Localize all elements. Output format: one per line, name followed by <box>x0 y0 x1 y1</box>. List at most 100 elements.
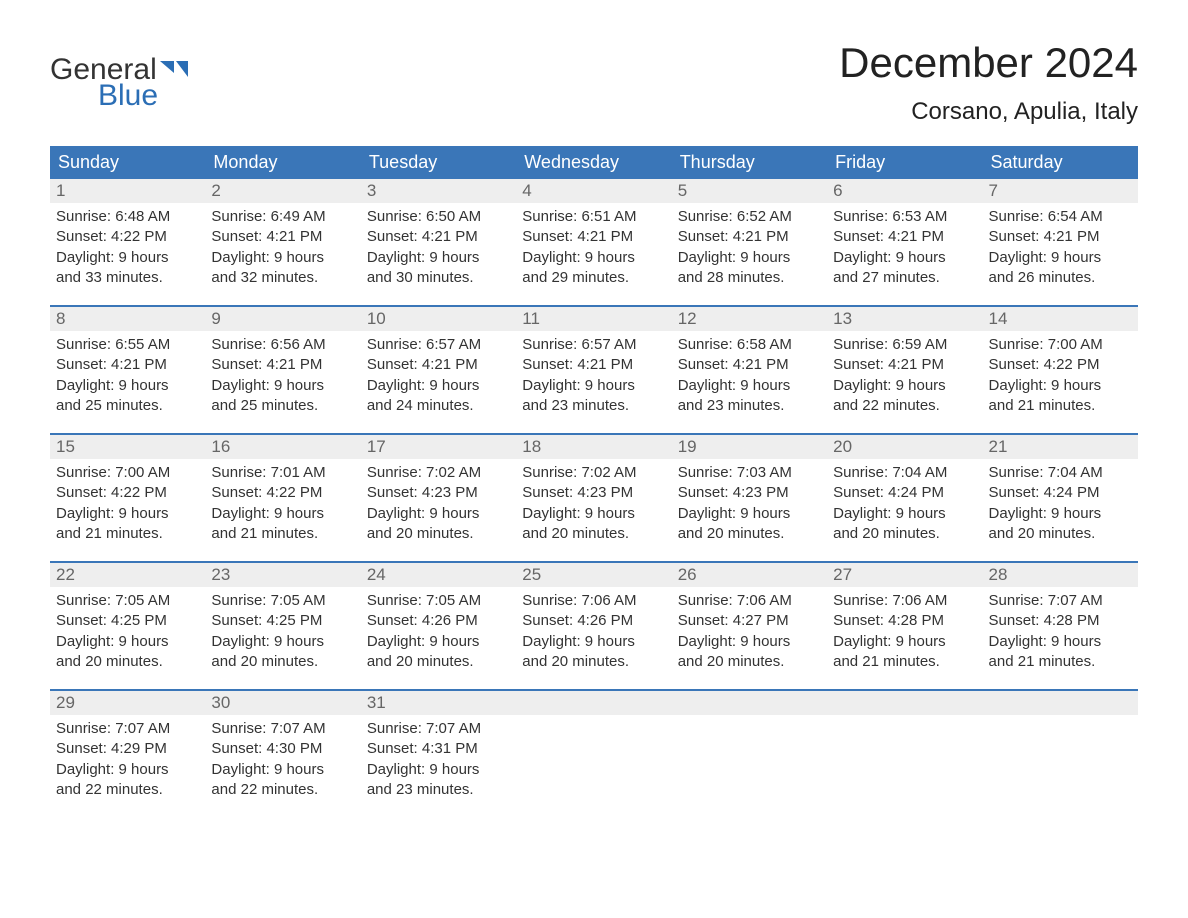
daylight-line-1: Daylight: 9 hours <box>678 632 821 652</box>
sunset-prefix: Sunset: <box>833 356 888 373</box>
day-number-row <box>672 691 827 715</box>
sunset-prefix: Sunset: <box>367 612 422 629</box>
sunrise-prefix: Sunrise: <box>367 208 426 225</box>
sunset-value: 4:21 PM <box>888 356 944 373</box>
day-number-row <box>827 691 982 715</box>
sunset-prefix: Sunset: <box>522 612 577 629</box>
calendar-day-cell: 18Sunrise: 7:02 AMSunset: 4:23 PMDayligh… <box>516 435 671 561</box>
weekday-header: Friday <box>827 146 982 179</box>
daylight-line-1: Daylight: 9 hours <box>678 248 821 268</box>
sunset-prefix: Sunset: <box>56 356 111 373</box>
day-number-row: 8 <box>50 307 205 331</box>
day-number: 25 <box>522 565 541 584</box>
sunrise-prefix: Sunrise: <box>522 464 581 481</box>
daylight-line-2: and 25 minutes. <box>211 396 354 416</box>
sunrise-value: 7:06 AM <box>737 592 792 609</box>
sunrise-prefix: Sunrise: <box>522 208 581 225</box>
sunrise-prefix: Sunrise: <box>367 336 426 353</box>
sunset-prefix: Sunset: <box>211 612 266 629</box>
calendar-day-cell: 9Sunrise: 6:56 AMSunset: 4:21 PMDaylight… <box>205 307 360 433</box>
calendar-day-cell: 8Sunrise: 6:55 AMSunset: 4:21 PMDaylight… <box>50 307 205 433</box>
sunrise-prefix: Sunrise: <box>989 336 1048 353</box>
day-content: Sunrise: 7:00 AMSunset: 4:22 PMDaylight:… <box>983 331 1138 428</box>
day-content: Sunrise: 7:05 AMSunset: 4:25 PMDaylight:… <box>50 587 205 684</box>
sunset-prefix: Sunset: <box>56 612 111 629</box>
sunset-line: Sunset: 4:23 PM <box>522 483 665 503</box>
daylight-line-2: and 22 minutes. <box>56 780 199 800</box>
sunrise-line: Sunrise: 7:04 AM <box>989 463 1132 483</box>
sunrise-prefix: Sunrise: <box>833 336 892 353</box>
sunset-prefix: Sunset: <box>833 612 888 629</box>
day-content: Sunrise: 7:06 AMSunset: 4:27 PMDaylight:… <box>672 587 827 684</box>
day-content: Sunrise: 6:55 AMSunset: 4:21 PMDaylight:… <box>50 331 205 428</box>
title-block: December 2024 Corsano, Apulia, Italy <box>839 40 1138 126</box>
day-number: 12 <box>678 309 697 328</box>
sunrise-line: Sunrise: 7:07 AM <box>989 591 1132 611</box>
daylight-line-1: Daylight: 9 hours <box>522 504 665 524</box>
sunset-line: Sunset: 4:21 PM <box>367 355 510 375</box>
day-number: 6 <box>833 181 842 200</box>
day-content: Sunrise: 6:59 AMSunset: 4:21 PMDaylight:… <box>827 331 982 428</box>
sunset-prefix: Sunset: <box>989 228 1044 245</box>
day-content: Sunrise: 7:07 AMSunset: 4:31 PMDaylight:… <box>361 715 516 812</box>
sunset-line: Sunset: 4:21 PM <box>989 227 1132 247</box>
daylight-line-2: and 21 minutes. <box>833 652 976 672</box>
day-number: 28 <box>989 565 1008 584</box>
sunrise-prefix: Sunrise: <box>678 464 737 481</box>
daylight-line-1: Daylight: 9 hours <box>522 376 665 396</box>
sunrise-prefix: Sunrise: <box>833 592 892 609</box>
sunset-line: Sunset: 4:29 PM <box>56 739 199 759</box>
daylight-line-1: Daylight: 9 hours <box>367 760 510 780</box>
sunset-line: Sunset: 4:23 PM <box>678 483 821 503</box>
calendar-day-cell <box>983 691 1138 817</box>
day-content: Sunrise: 6:54 AMSunset: 4:21 PMDaylight:… <box>983 203 1138 300</box>
calendar-day-cell: 2Sunrise: 6:49 AMSunset: 4:21 PMDaylight… <box>205 179 360 305</box>
sunset-prefix: Sunset: <box>56 228 111 245</box>
sunset-value: 4:25 PM <box>111 612 167 629</box>
day-content: Sunrise: 7:01 AMSunset: 4:22 PMDaylight:… <box>205 459 360 556</box>
calendar-day-cell: 30Sunrise: 7:07 AMSunset: 4:30 PMDayligh… <box>205 691 360 817</box>
sunrise-value: 6:50 AM <box>426 208 481 225</box>
weekday-header: Monday <box>205 146 360 179</box>
sunrise-line: Sunrise: 6:52 AM <box>678 207 821 227</box>
day-number: 30 <box>211 693 230 712</box>
sunset-prefix: Sunset: <box>989 356 1044 373</box>
daylight-line-2: and 22 minutes. <box>833 396 976 416</box>
sunrise-line: Sunrise: 6:57 AM <box>367 335 510 355</box>
sunrise-prefix: Sunrise: <box>833 464 892 481</box>
sunset-line: Sunset: 4:23 PM <box>367 483 510 503</box>
day-content: Sunrise: 6:56 AMSunset: 4:21 PMDaylight:… <box>205 331 360 428</box>
sunrise-value: 7:05 AM <box>115 592 170 609</box>
sunrise-line: Sunrise: 7:00 AM <box>56 463 199 483</box>
sunrise-value: 6:49 AM <box>271 208 326 225</box>
day-number-row <box>516 691 671 715</box>
daylight-line-1: Daylight: 9 hours <box>367 504 510 524</box>
daylight-line-2: and 23 minutes. <box>522 396 665 416</box>
sunset-prefix: Sunset: <box>678 484 733 501</box>
day-number-row: 18 <box>516 435 671 459</box>
day-number-row: 24 <box>361 563 516 587</box>
sunset-value: 4:21 PM <box>422 356 478 373</box>
calendar-day-cell: 21Sunrise: 7:04 AMSunset: 4:24 PMDayligh… <box>983 435 1138 561</box>
daylight-line-2: and 20 minutes. <box>522 652 665 672</box>
sunrise-line: Sunrise: 6:59 AM <box>833 335 976 355</box>
sunrise-value: 7:05 AM <box>271 592 326 609</box>
sunset-line: Sunset: 4:21 PM <box>833 227 976 247</box>
calendar-week: 22Sunrise: 7:05 AMSunset: 4:25 PMDayligh… <box>50 561 1138 689</box>
sunset-line: Sunset: 4:22 PM <box>211 483 354 503</box>
sunset-line: Sunset: 4:21 PM <box>833 355 976 375</box>
sunset-value: 4:26 PM <box>422 612 478 629</box>
daylight-line-1: Daylight: 9 hours <box>211 504 354 524</box>
daylight-line-2: and 21 minutes. <box>989 652 1132 672</box>
daylight-line-1: Daylight: 9 hours <box>211 376 354 396</box>
day-number: 1 <box>56 181 65 200</box>
sunrise-prefix: Sunrise: <box>367 592 426 609</box>
daylight-line-1: Daylight: 9 hours <box>833 248 976 268</box>
day-number-row: 16 <box>205 435 360 459</box>
daylight-line-1: Daylight: 9 hours <box>56 632 199 652</box>
day-number: 20 <box>833 437 852 456</box>
sunset-line: Sunset: 4:25 PM <box>56 611 199 631</box>
daylight-line-2: and 24 minutes. <box>367 396 510 416</box>
sunrise-line: Sunrise: 6:49 AM <box>211 207 354 227</box>
sunrise-line: Sunrise: 7:07 AM <box>211 719 354 739</box>
